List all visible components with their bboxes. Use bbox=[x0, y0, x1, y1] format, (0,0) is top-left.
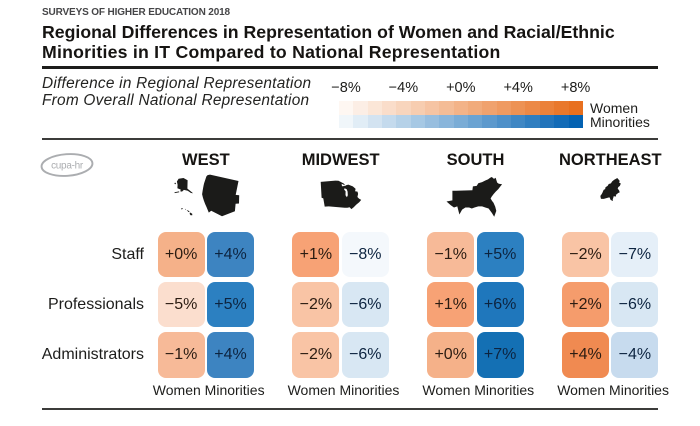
svg-text:cupa-hr: cupa-hr bbox=[51, 161, 84, 172]
